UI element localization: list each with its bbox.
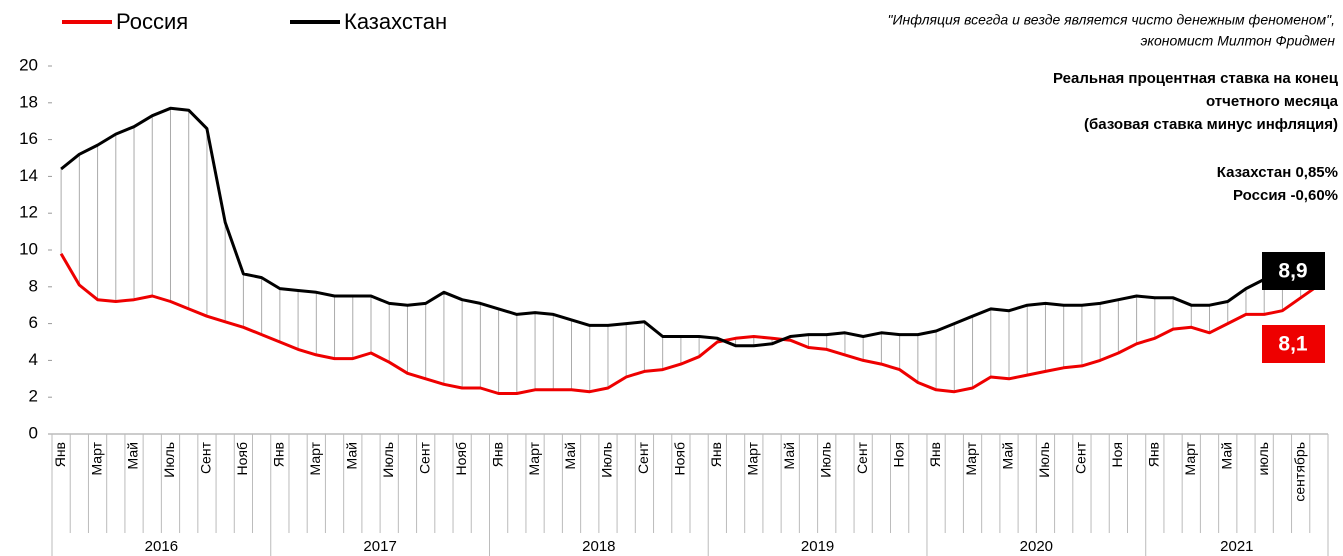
x-tick-label: Июль <box>1036 442 1052 478</box>
note: Россия -0,60% <box>1233 187 1338 204</box>
x-tick-label: Июль <box>161 442 177 478</box>
x-tick-label: Июль <box>380 442 396 478</box>
year-label: 2020 <box>1020 538 1053 555</box>
x-tick-label: Июль <box>599 442 615 478</box>
x-tick-label: сентябрь <box>1291 442 1307 502</box>
year-label: 2017 <box>363 538 396 555</box>
x-tick-label: Май <box>125 442 141 469</box>
x-tick-label: Сент <box>1073 441 1089 474</box>
end-label: 8,9 <box>1278 260 1307 283</box>
x-tick-label: Янв <box>52 442 68 467</box>
chart-title: отчетного месяца <box>1206 93 1339 110</box>
year-label: 2016 <box>145 538 178 555</box>
chart-title: Реальная процентная ставка на конец <box>1053 70 1339 87</box>
x-tick-label: Сент <box>198 441 214 474</box>
x-tick-label: Май <box>1000 442 1016 469</box>
x-tick-label: Ноя <box>890 442 906 467</box>
x-tick-label: Март <box>88 441 104 475</box>
x-tick-label: июль <box>1255 442 1271 475</box>
x-tick-label: Май <box>562 442 578 469</box>
quote: "Инфляция всегда и везде является чисто … <box>888 12 1335 28</box>
quote: экономист Милтон Фридмен <box>1141 33 1336 49</box>
end-label-box <box>1262 325 1325 363</box>
x-tick-label: Нояб <box>453 442 469 476</box>
series-line <box>59 252 1320 395</box>
year-label: 2019 <box>801 538 834 555</box>
end-label-box <box>1262 252 1325 290</box>
x-tick-label: Янв <box>489 442 505 467</box>
y-tick-label: 0 <box>29 423 38 442</box>
x-tick-label: Март <box>745 441 761 475</box>
x-tick-label: Сент <box>416 441 432 474</box>
y-tick-label: 4 <box>29 350 38 369</box>
x-tick-label: Янв <box>271 442 287 467</box>
x-tick-label: Сент <box>854 441 870 474</box>
x-tick-label: Март <box>1182 441 1198 475</box>
x-tick-label: Май <box>343 442 359 469</box>
series-line <box>60 106 1319 348</box>
x-tick-label: Янв <box>1146 442 1162 467</box>
y-tick-label: 10 <box>19 239 38 258</box>
y-tick-label: 2 <box>29 387 38 406</box>
chart-title: (базовая ставка минус инфляция) <box>1084 116 1338 133</box>
legend-label: Россия <box>116 9 188 34</box>
y-tick-label: 14 <box>19 166 38 185</box>
x-tick-label: Май <box>781 442 797 469</box>
x-tick-label: Нояб <box>234 442 250 476</box>
y-tick-label: 8 <box>29 276 38 295</box>
x-tick-label: Июль <box>817 442 833 478</box>
x-tick-label: Янв <box>927 442 943 467</box>
x-tick-label: Май <box>1218 442 1234 469</box>
y-tick-label: 20 <box>19 55 38 74</box>
y-tick-label: 12 <box>19 203 38 222</box>
y-tick-label: 16 <box>19 129 38 148</box>
legend-label: Казахстан <box>344 9 447 34</box>
x-tick-label: Март <box>526 441 542 475</box>
x-tick-label: Ноя <box>1109 442 1125 467</box>
note: Казахстан 0,85% <box>1217 164 1338 181</box>
x-tick-label: Март <box>963 441 979 475</box>
y-tick-label: 6 <box>29 313 38 332</box>
x-tick-label: Янв <box>708 442 724 467</box>
year-label: 2018 <box>582 538 615 555</box>
end-label: 8,1 <box>1278 333 1308 356</box>
y-tick-label: 18 <box>19 92 38 111</box>
x-tick-label: Март <box>307 441 323 475</box>
x-tick-label: Нояб <box>672 442 688 476</box>
x-tick-label: Сент <box>635 441 651 474</box>
year-label: 2021 <box>1220 538 1253 555</box>
